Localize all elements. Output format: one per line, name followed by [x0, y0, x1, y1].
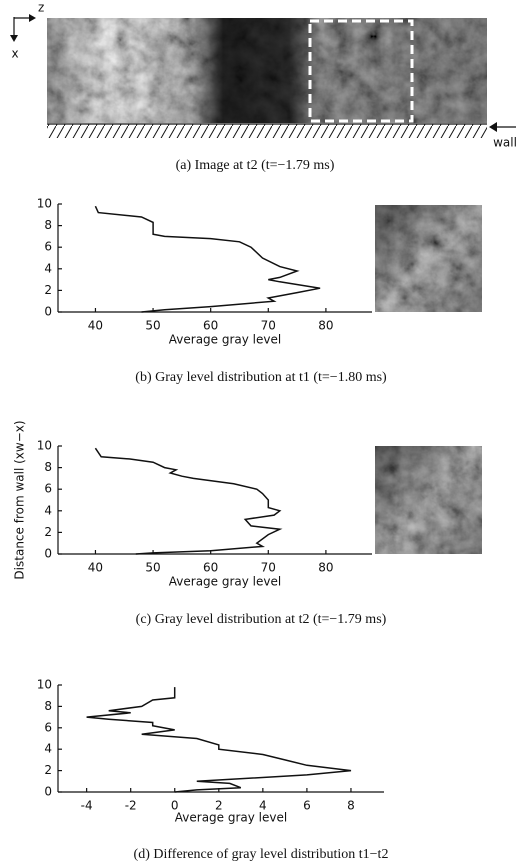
y-tick-label: 8 — [44, 218, 52, 232]
y-tick-label: 6 — [44, 720, 52, 734]
y-tick-label: 4 — [44, 261, 52, 275]
z-arrowhead — [29, 14, 36, 22]
x-tick-label: 50 — [145, 561, 160, 575]
x-tick-label: 2 — [215, 799, 223, 813]
x-tick-label: 70 — [261, 319, 276, 333]
profile-line — [94, 447, 283, 555]
profile-line — [86, 687, 352, 793]
x-arrowhead — [10, 35, 18, 42]
y-tick-label: 2 — [44, 525, 52, 539]
x-tick-label: 80 — [318, 561, 333, 575]
caption: (c) Gray level distribution at t2 (t=−1.… — [136, 612, 387, 627]
x-axis-label: Average gray level — [169, 575, 281, 589]
y-tick-label: 8 — [44, 699, 52, 713]
x-tick-label: 40 — [88, 319, 103, 333]
x-axis-label: Average gray level — [169, 333, 281, 347]
x-tick-label: 4 — [259, 799, 267, 813]
x-tick-label: 60 — [203, 319, 218, 333]
x-tick-label: 50 — [145, 319, 160, 333]
x-axis-label: Average gray level — [175, 811, 287, 825]
wall-hatch — [47, 124, 487, 138]
x-tick-label: 70 — [261, 561, 276, 575]
y-tick-label: 4 — [44, 742, 52, 756]
wall-label: wall — [493, 136, 517, 150]
x-tick-label: 40 — [88, 561, 103, 575]
wall-arrowhead — [489, 122, 497, 132]
inset-shade — [375, 205, 482, 312]
y-axis-label: Distance from wall (xw−x) — [13, 420, 27, 579]
x-tick-label: 0 — [171, 799, 179, 813]
y-tick-label: 2 — [44, 763, 52, 777]
y-tick-label: 2 — [44, 283, 52, 297]
x-tick-label: 60 — [203, 561, 218, 575]
y-tick-label: 0 — [44, 547, 52, 561]
x-tick-label: -2 — [125, 799, 137, 813]
y-tick-label: 0 — [44, 785, 52, 799]
caption: (d) Difference of gray level distributio… — [134, 847, 389, 862]
roi-box — [308, 19, 414, 123]
caption: (a) Image at t2 (t=−1.79 ms) — [176, 158, 335, 173]
y-tick-label: 8 — [44, 460, 52, 474]
caption: (b) Gray level distribution at t1 (t=−1.… — [135, 370, 387, 385]
image-shade — [47, 18, 487, 123]
y-tick-label: 10 — [37, 197, 52, 211]
inset-c — [375, 446, 482, 554]
y-tick-label: 6 — [44, 482, 52, 496]
y-tick-label: 4 — [44, 503, 52, 517]
x-tick-label: 80 — [318, 319, 333, 333]
z-label: z — [38, 1, 44, 15]
x-label: x — [11, 47, 18, 61]
x-tick-label: -4 — [81, 799, 93, 813]
profile-line — [94, 205, 321, 313]
y-tick-label: 0 — [44, 305, 52, 319]
x-tick-label: 8 — [347, 799, 355, 813]
inset-b — [375, 205, 482, 312]
y-tick-label: 10 — [37, 439, 52, 453]
inset-shade — [375, 446, 482, 554]
y-tick-label: 6 — [44, 240, 52, 254]
image-panel: z x wall (a) Image at t2 (t=−1.79 ms) — [10, 1, 517, 173]
y-tick-label: 10 — [37, 678, 52, 692]
x-tick-label: 6 — [303, 799, 311, 813]
